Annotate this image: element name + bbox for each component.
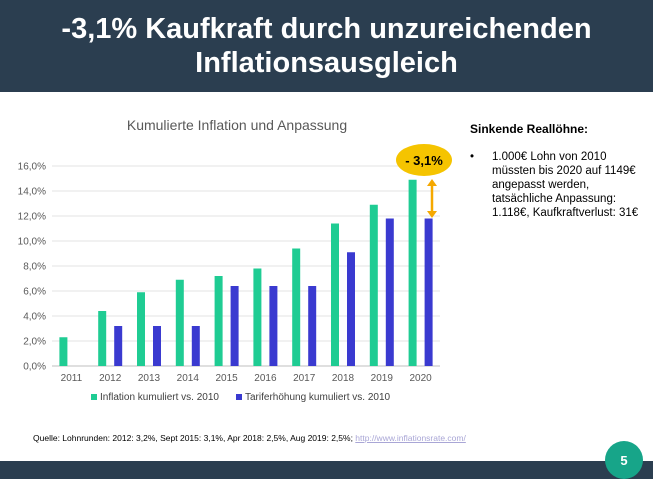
bar-tarif: [114, 326, 123, 366]
y-tick-label: 16,0%: [18, 162, 46, 173]
bar-inflation: [98, 311, 107, 366]
bar-inflation: [214, 276, 223, 366]
title-bar: -3,1% Kaufkraft durch unzureichenden Inf…: [0, 0, 653, 92]
legend-label-tarif: Tariferhöhung kumuliert vs. 2010: [245, 392, 391, 403]
bar-inflation: [369, 204, 378, 366]
y-tick-label: 6,0%: [23, 287, 46, 298]
y-axis-ticks: 0,0% 2,0% 4,0% 6,0% 8,0% 10,0% 12,0% 14,0% 16,0%: [18, 162, 46, 373]
x-tick-label: 2013: [138, 373, 161, 384]
x-axis-ticks: 2011 2012 2013 2014 2015 2016 2017 2018 2019 2020: [61, 373, 433, 384]
bar-tarif: [230, 286, 239, 366]
bar-tarif: [347, 252, 355, 366]
page-number-badge: 5: [605, 441, 643, 479]
y-tick-label: 0,0%: [23, 362, 46, 373]
bar-inflation: [331, 223, 339, 366]
bar-tarif: [191, 326, 200, 366]
legend-label-inflation: Inflation kumuliert vs. 2010: [100, 392, 219, 403]
bar-inflation: [292, 248, 301, 366]
legend: Inflation kumuliert vs. 2010 Tariferhöhu…: [91, 392, 391, 403]
x-tick-label: 2020: [409, 373, 432, 384]
source-link[interactable]: http://www.inflationsrate.com/: [355, 433, 466, 443]
x-tick-label: 2012: [99, 373, 122, 384]
legend-swatch-inflation: [91, 394, 97, 400]
bar-tarif: [153, 326, 161, 366]
x-tick-label: 2014: [177, 373, 200, 384]
y-tick-label: 4,0%: [23, 312, 46, 323]
x-tick-label: 2011: [61, 373, 83, 384]
x-tick-label: 2019: [371, 373, 394, 384]
bar-inflation: [137, 292, 145, 366]
footer-bar: [0, 461, 653, 479]
side-bullet: • 1.000€ Lohn von 2010 müssten bis 2020 …: [470, 150, 650, 220]
bar-inflation: [408, 179, 417, 366]
chart-title: Kumulierte Inflation und Anpassung: [127, 117, 347, 133]
legend-swatch-tarif: [236, 394, 242, 400]
x-tick-label: 2015: [215, 373, 238, 384]
x-tick-label: 2016: [254, 373, 277, 384]
gap-arrow-up-icon: [427, 179, 437, 186]
y-tick-label: 14,0%: [18, 187, 46, 198]
y-tick-label: 2,0%: [23, 337, 46, 348]
callout-bubble: [396, 144, 452, 176]
slide-title-line-2: Inflationsausgleich: [195, 47, 458, 79]
callout-label: - 3,1%: [405, 153, 443, 168]
bar-tarif: [385, 218, 394, 366]
side-panel: Sinkende Reallöhne: • 1.000€ Lohn von 20…: [470, 122, 650, 220]
bar-tarif: [424, 218, 433, 366]
bullet-icon: •: [470, 151, 475, 163]
bar-inflation: [59, 337, 68, 366]
side-heading: Sinkende Reallöhne:: [470, 122, 589, 136]
grid-lines: [52, 165, 440, 367]
bar-inflation: [253, 268, 262, 366]
x-tick-label: 2017: [293, 373, 316, 384]
bar-tarif: [269, 286, 278, 366]
bar-tarif: [308, 286, 317, 366]
side-bullet-text: 1.000€ Lohn von 2010 müssten bis 2020 au…: [492, 151, 639, 219]
source-text: Quelle: Lohnrunden: 2012: 3,2%, Sept 201…: [33, 433, 356, 443]
y-tick-label: 10,0%: [18, 237, 46, 248]
y-tick-label: 12,0%: [18, 212, 46, 223]
bars: [59, 179, 433, 366]
y-tick-label: 8,0%: [23, 262, 46, 273]
bar-inflation: [175, 279, 184, 366]
slide-title-line-1: -3,1% Kaufkraft durch unzureichenden: [61, 13, 592, 45]
source-note: Quelle: Lohnrunden: 2012: 3,2%, Sept 201…: [33, 433, 466, 443]
x-tick-label: 2018: [332, 373, 355, 384]
gap-callout: - 3,1%: [396, 144, 452, 218]
gap-arrow-down-icon: [427, 211, 437, 218]
